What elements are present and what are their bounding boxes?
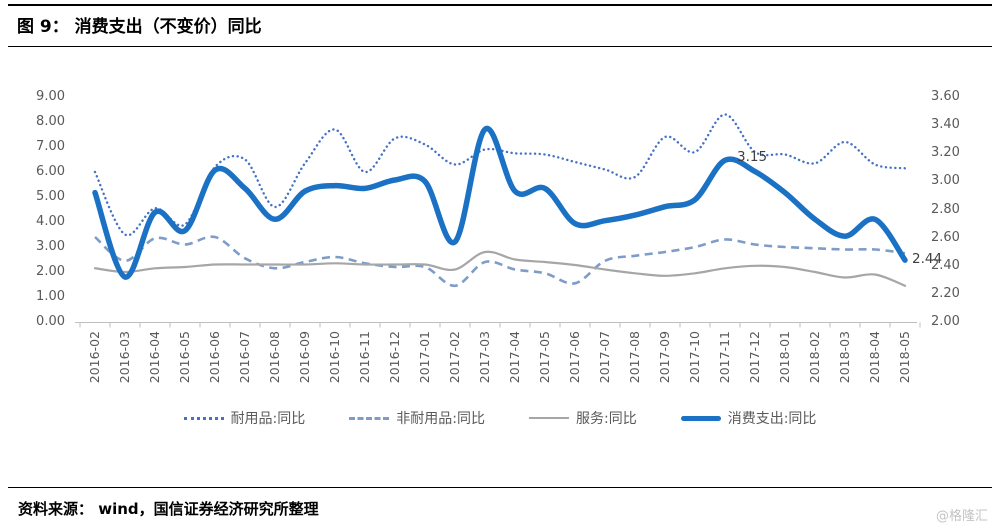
x-axis-tick-label: 2016-07 <box>237 331 252 384</box>
x-axis-tick-label: 2016-02 <box>87 331 102 384</box>
watermark: @格隆汇 <box>935 509 988 524</box>
x-axis-tick-label: 2016-05 <box>177 331 192 384</box>
nondurables-line <box>94 235 906 288</box>
x-axis-tick-label: 2017-09 <box>657 331 672 384</box>
right-axis-tick-label: 3.60 <box>931 89 960 104</box>
right-axis-tick-label: 2.60 <box>931 229 960 245</box>
left-axis-tick-label: 5.00 <box>36 189 65 204</box>
x-axis-tick-label: 2017-12 <box>747 331 762 384</box>
x-axis-tick-label: 2017-07 <box>597 331 612 384</box>
legend-line-sample-icon <box>349 416 390 420</box>
legend-label: 服务:同比 <box>576 411 637 427</box>
legend-item-services: 服务:同比 <box>529 408 637 428</box>
plot-area <box>75 113 921 328</box>
x-axis-tick-label: 2016-04 <box>147 331 162 384</box>
left-axis-tick-label: 4.00 <box>36 214 65 229</box>
right-axis-tick-label: 3.20 <box>931 145 960 161</box>
line-chart: 9.00 8.00 7.00 6.00 5.00 4.00 3.00 2.00 1.00 0.00… <box>0 55 1000 427</box>
x-axis-tick-label: 2016-11 <box>357 331 372 384</box>
left-axis-tick-label: 0.00 <box>36 314 65 329</box>
legend-line-sample-icon <box>183 416 224 420</box>
point-data-label: 2.44 <box>912 251 943 268</box>
x-axis-tick-label: 2016-09 <box>297 331 312 384</box>
x-axis-tick-label: 2017-05 <box>537 331 552 384</box>
legend-item-consumption: 消费支出:同比 <box>680 408 817 428</box>
right-axis-tick-label: 3.00 <box>931 173 960 189</box>
point-data-label: 3.15 <box>737 149 768 166</box>
right-axis-tick-label: 2.80 <box>931 201 960 217</box>
left-axis-tick-label: 1.00 <box>36 289 65 304</box>
legend-item-durables: 耐用品:同比 <box>183 408 306 428</box>
chart-legend: 耐用品:同比 非耐用品:同比 服务:同比 消费支出:同比 <box>0 408 1000 428</box>
x-axis-tick-label: 2017-08 <box>627 331 642 384</box>
durables-line <box>93 113 907 237</box>
right-axis-tick-label: 2.40 <box>931 257 960 273</box>
left-axis-tick-label: 7.00 <box>36 139 65 154</box>
right-axis-tick-label: 2.00 <box>931 314 960 329</box>
x-axis-tick-label: 2016-03 <box>117 331 132 384</box>
x-axis-tick-label: 2018-03 <box>837 331 852 384</box>
legend-label: 非耐用品:同比 <box>396 411 485 427</box>
x-axis-tick-label: 2017-04 <box>507 331 522 384</box>
x-axis-tick-label: 2018-05 <box>897 331 912 384</box>
consumption-line <box>92 125 908 280</box>
right-axis-tick-label: 2.20 <box>931 285 960 301</box>
x-axis-tick-label: 2017-10 <box>687 331 702 384</box>
legend-item-nondurables: 非耐用品:同比 <box>349 408 485 428</box>
x-axis-tick-label: 2017-02 <box>447 331 462 384</box>
legend-label: 消费支出:同比 <box>727 411 817 427</box>
title-divider <box>8 46 992 47</box>
legend-label: 耐用品:同比 <box>230 411 306 427</box>
source-note: 资料来源： wind，国信证券经济研究所整理 <box>18 500 319 518</box>
right-axis-tick-label: 3.40 <box>931 117 960 133</box>
left-axis-tick-label: 3.00 <box>36 239 65 254</box>
x-axis-tick-label: 2017-11 <box>717 331 732 384</box>
x-axis-tick-label: 2017-03 <box>477 331 492 384</box>
legend-line-sample-icon <box>680 415 721 421</box>
x-axis-tick-label: 2017-06 <box>567 331 582 384</box>
figure-title: 图 9： 消费支出（不变价）同比 <box>17 17 262 37</box>
x-axis-tick-label: 2016-12 <box>387 331 402 384</box>
x-axis-tick-label: 2018-02 <box>807 331 822 384</box>
x-axis-tick-label: 2018-01 <box>777 331 792 384</box>
x-axis-tick-label: 2017-01 <box>417 331 432 384</box>
left-axis-tick-label: 8.00 <box>36 114 65 129</box>
left-axis-tick-label: 2.00 <box>36 264 65 279</box>
left-axis-tick-label: 6.00 <box>36 164 65 179</box>
services-line <box>93 250 907 287</box>
x-axis-tick-label: 2018-04 <box>867 331 882 384</box>
top-divider <box>8 4 992 6</box>
left-axis-tick-label: 9.00 <box>36 89 65 104</box>
x-axis-tick-label: 2016-08 <box>267 331 282 384</box>
x-axis-tick-label: 2016-10 <box>327 331 342 384</box>
footer-divider <box>8 487 992 488</box>
x-axis-tick-label: 2016-06 <box>207 331 222 384</box>
legend-line-sample-icon <box>529 417 569 419</box>
